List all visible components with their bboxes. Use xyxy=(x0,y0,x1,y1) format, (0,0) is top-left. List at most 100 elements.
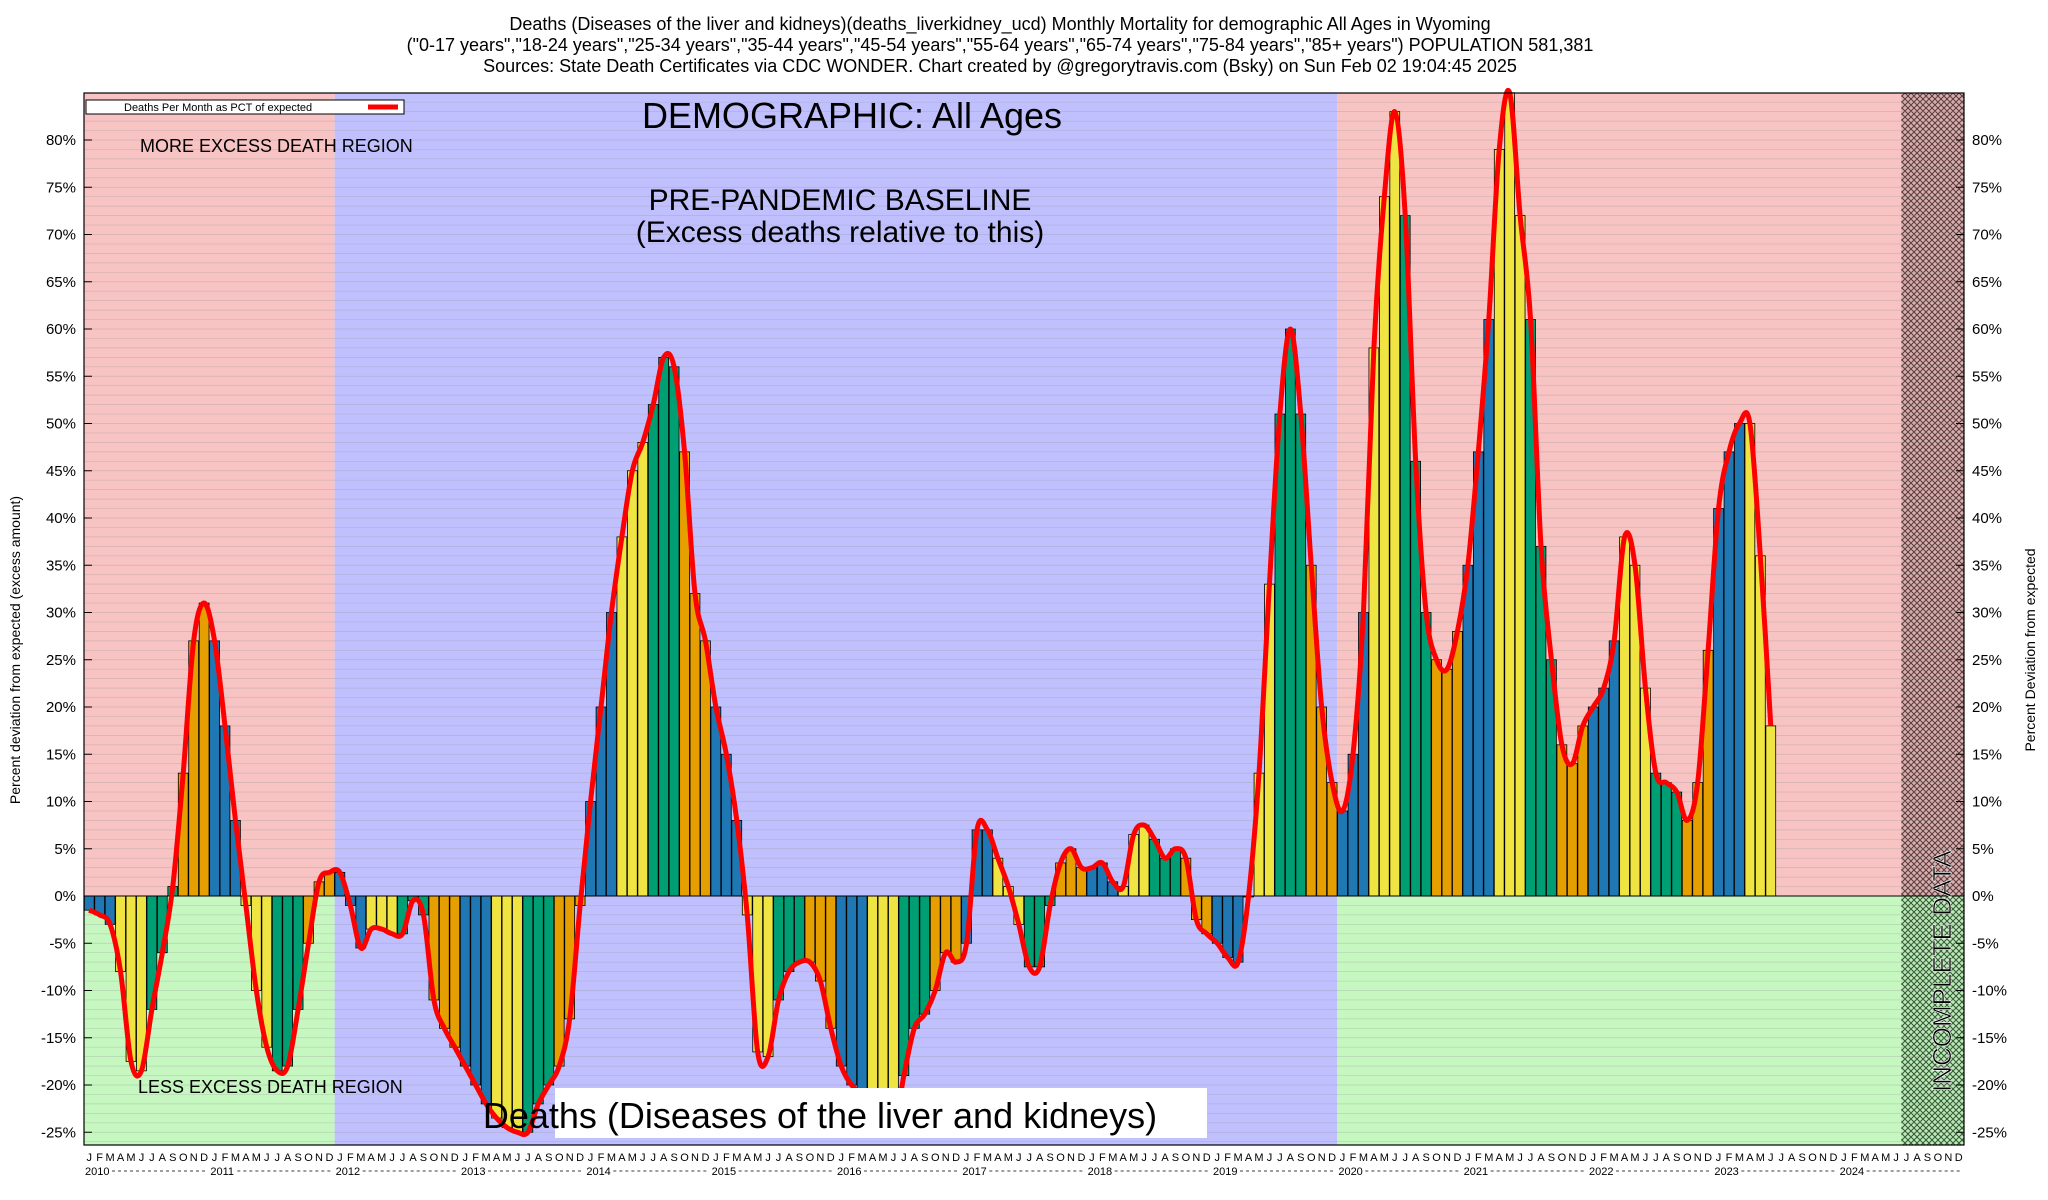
x-tick-month: S xyxy=(1422,1152,1429,1164)
cause-label-box: Deaths (Diseases of the liver and kidney… xyxy=(483,1088,1207,1138)
x-year-label: 2012 xyxy=(336,1166,360,1178)
bar xyxy=(1567,763,1578,897)
x-tick-month: A xyxy=(159,1152,167,1164)
x-year-label: 2023 xyxy=(1714,1166,1738,1178)
y-tick-label-right: 40% xyxy=(1972,510,2002,527)
x-tick-month: O xyxy=(555,1152,564,1164)
x-tick-month: M xyxy=(502,1152,511,1164)
x-tick-month: M xyxy=(482,1152,491,1164)
bar xyxy=(1765,725,1777,897)
x-tick-month: A xyxy=(744,1152,752,1164)
x-tick-month: D xyxy=(701,1152,709,1164)
x-tick-month: S xyxy=(670,1152,677,1164)
y-tick-label-left: 20% xyxy=(46,699,76,716)
x-tick-month: S xyxy=(545,1152,552,1164)
x-tick-month: D xyxy=(1453,1152,1461,1164)
bar xyxy=(1744,423,1756,897)
x-tick-month: M xyxy=(126,1152,135,1164)
bar xyxy=(365,895,377,930)
x-tick-month: M xyxy=(1735,1152,1744,1164)
x-year-label: 2020 xyxy=(1338,1166,1362,1178)
bar xyxy=(1211,895,1223,944)
x-tick-month: O xyxy=(931,1152,940,1164)
bar xyxy=(1650,772,1662,897)
x-tick-month: F xyxy=(723,1152,730,1164)
bar xyxy=(1681,820,1693,897)
x-tick-month: J xyxy=(1465,1152,1471,1164)
x-tick-month: O xyxy=(1432,1152,1441,1164)
bar xyxy=(449,895,461,1048)
x-tick-month: S xyxy=(169,1152,176,1164)
bar xyxy=(501,895,513,1128)
bar xyxy=(647,404,659,897)
bar xyxy=(1608,640,1620,897)
x-tick-month: J xyxy=(1267,1152,1273,1164)
x-year-label: 2011 xyxy=(210,1166,234,1178)
bar xyxy=(1159,857,1171,897)
x-tick-month: J xyxy=(1152,1152,1158,1164)
x-year-label: 2017 xyxy=(962,1166,986,1178)
y-tick-label-right: 55% xyxy=(1972,368,2002,385)
x-year-label: 2014 xyxy=(586,1166,610,1178)
x-tick-month: N xyxy=(1192,1152,1200,1164)
x-tick-month: F xyxy=(1099,1152,1106,1164)
x-tick-month: A xyxy=(1370,1152,1378,1164)
y-tick-label-right: -10% xyxy=(1972,983,2007,1000)
x-tick-month: O xyxy=(680,1152,689,1164)
x-tick-month: J xyxy=(1716,1152,1722,1164)
y-tick-label-right: 35% xyxy=(1972,557,2002,574)
y-tick-label-right: 75% xyxy=(1972,179,2002,196)
x-tick-month: M xyxy=(1756,1152,1765,1164)
y-tick-label-right: 10% xyxy=(1972,794,2002,811)
x-tick-month: A xyxy=(284,1152,292,1164)
x-tick-month: N xyxy=(816,1152,824,1164)
more-excess-region-label: MORE EXCESS DEATH REGION xyxy=(140,136,413,156)
x-tick-month: N xyxy=(566,1152,574,1164)
x-tick-month: D xyxy=(1579,1152,1587,1164)
x-tick-month: J xyxy=(1778,1152,1784,1164)
x-tick-month: A xyxy=(1496,1152,1504,1164)
y-tick-label-right: 60% xyxy=(1972,321,2002,338)
x-tick-month: M xyxy=(106,1152,115,1164)
y-tick-label-left: 45% xyxy=(46,463,76,480)
bar xyxy=(439,895,450,1029)
bar xyxy=(1723,451,1735,897)
bar xyxy=(1504,92,1515,897)
x-tick-month: O xyxy=(1558,1152,1567,1164)
x-tick-month: J xyxy=(264,1152,270,1164)
x-year-label: 2018 xyxy=(1088,1166,1112,1178)
y-tick-label-left: 70% xyxy=(46,227,76,244)
x-tick-month: M xyxy=(1505,1152,1514,1164)
x-tick-month: J xyxy=(1141,1152,1147,1164)
x-tick-month: N xyxy=(691,1152,699,1164)
bar xyxy=(950,895,962,963)
x-tick-month: M xyxy=(1234,1152,1243,1164)
x-tick-month: J xyxy=(139,1152,145,1164)
bar xyxy=(1493,149,1505,897)
x-tick-month: N xyxy=(1318,1152,1326,1164)
bar xyxy=(1285,328,1296,897)
x-tick-month: J xyxy=(274,1152,280,1164)
y-tick-label-left: 15% xyxy=(46,746,76,763)
bar xyxy=(491,895,502,1119)
x-tick-month: D xyxy=(451,1152,459,1164)
bar xyxy=(689,593,701,897)
x-tick-month: S xyxy=(921,1152,928,1164)
bar xyxy=(710,706,722,897)
x-tick-month: S xyxy=(1046,1152,1053,1164)
bar xyxy=(1222,895,1233,958)
x-tick-month: N xyxy=(1694,1152,1702,1164)
y-tick-label-left: -25% xyxy=(41,1124,76,1141)
less-excess-region xyxy=(1337,896,1902,1145)
x-tick-month: F xyxy=(848,1152,855,1164)
x-year-label: 2016 xyxy=(837,1166,861,1178)
bar xyxy=(1462,564,1474,897)
bar xyxy=(627,470,638,897)
x-tick-month: F xyxy=(1726,1152,1733,1164)
bar xyxy=(1420,612,1432,897)
x-tick-month: O xyxy=(1683,1152,1692,1164)
x-tick-month: M xyxy=(1359,1152,1368,1164)
x-tick-month: J xyxy=(1277,1152,1283,1164)
x-tick-month: J xyxy=(337,1152,343,1164)
y-tick-label-left: -10% xyxy=(41,983,76,1000)
